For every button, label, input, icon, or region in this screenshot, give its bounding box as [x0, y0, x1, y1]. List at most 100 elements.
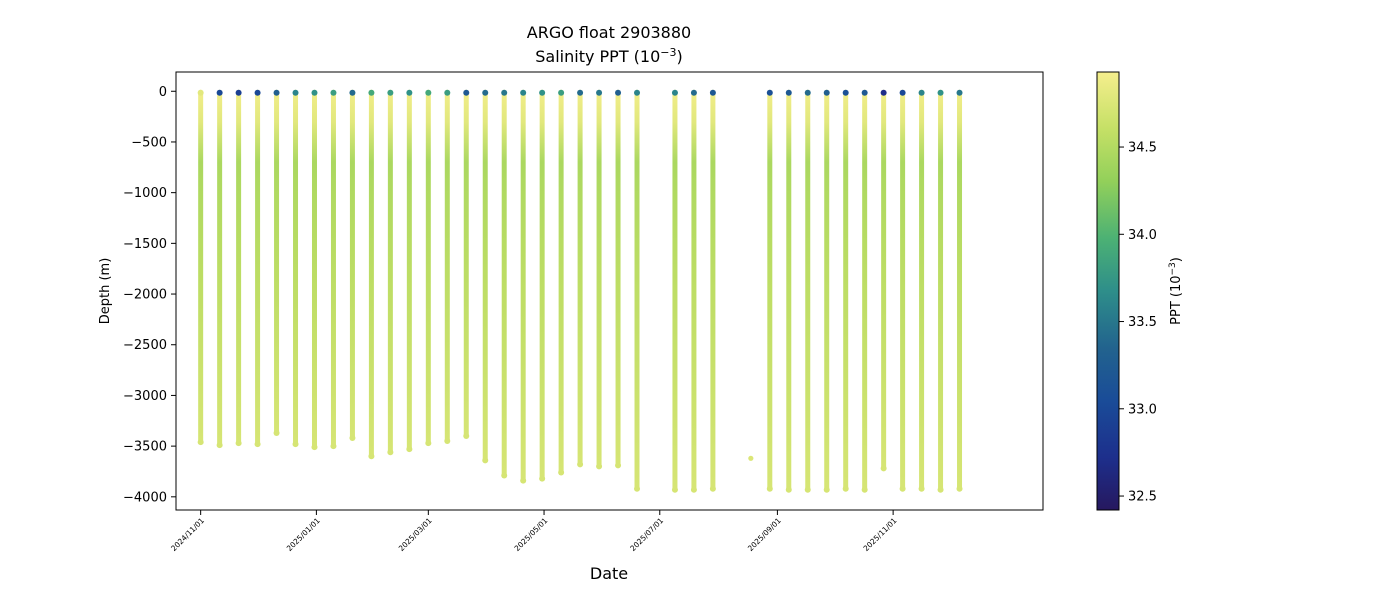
- x-tick-label: 2025/05/01: [513, 516, 550, 553]
- profile-bottom-point: [425, 440, 432, 447]
- profile-2025-09-27: [823, 89, 830, 493]
- profile-2025-05-20: [577, 89, 584, 468]
- profile-surface-point: [406, 89, 413, 96]
- profile-bottom-point: [918, 485, 925, 492]
- profile-2025-01-30: [368, 89, 375, 460]
- profile-surface-point: [254, 89, 261, 96]
- x-tick-label: 2025/07/01: [628, 516, 665, 553]
- profile-surface-point: [861, 89, 868, 96]
- profile-surface-point: [899, 89, 906, 96]
- profile-bottom-point: [861, 486, 868, 493]
- profile-2025-11-26: [937, 89, 944, 493]
- profile-bottom-point: [368, 453, 375, 460]
- profile-bottom-point: [804, 486, 811, 493]
- profile-bottom-point: [880, 465, 887, 472]
- profile-bottom-point: [785, 486, 792, 493]
- x-tick-label: 2025/03/01: [397, 516, 434, 553]
- profile-bottom-point: [330, 443, 337, 450]
- x-tick-label: 2025/01/01: [285, 516, 322, 553]
- profile-surface-point: [311, 89, 318, 96]
- profile-surface-point: [463, 89, 470, 96]
- colorbar-ticks: 32.5 33.0 33.5 34.0 34.5: [1119, 141, 1157, 505]
- chart-title-line2: Salinity PPT (10−3): [535, 46, 683, 66]
- y-tick-label: −3000: [123, 389, 167, 404]
- profile-2025-05-30: [596, 89, 603, 470]
- profile-surface-point: [577, 89, 584, 96]
- profile-2025-10-17: [861, 89, 868, 493]
- profile-surface-point: [501, 89, 508, 96]
- isolated-point-2025-08-18: [748, 455, 754, 461]
- profile-surface-point: [197, 89, 204, 96]
- profile-2025-07-19: [690, 89, 697, 493]
- profile-surface-point: [918, 89, 925, 96]
- profile-bottom-point: [406, 446, 413, 453]
- profile-surface-point: [235, 89, 242, 96]
- colorbar-frame: [1096, 71, 1120, 511]
- profile-surface-point: [444, 89, 451, 96]
- x-axis-label: Date: [590, 564, 628, 583]
- y-tick-label: −1000: [123, 186, 167, 201]
- profile-bottom-point: [216, 442, 223, 449]
- profile-surface-point: [937, 89, 944, 96]
- profile-2025-03-11: [444, 89, 451, 445]
- profile-surface-point: [216, 89, 223, 96]
- profile-surface-point: [690, 89, 697, 96]
- profile-2024-11-11: [216, 89, 223, 449]
- profile-2025-04-10: [501, 89, 508, 479]
- profile-surface-point: [842, 89, 849, 96]
- y-axis-label: Depth (m): [98, 258, 113, 325]
- profile-2025-03-21: [463, 89, 470, 439]
- profile-bottom-point: [671, 486, 678, 493]
- profile-2025-08-28: [766, 89, 773, 492]
- profile-surface-point: [634, 89, 641, 96]
- colorbar-tick-label: 32.5: [1128, 490, 1157, 505]
- profile-2024-12-21: [292, 89, 299, 448]
- profile-surface-point: [558, 89, 565, 96]
- plot-frame: [175, 71, 1044, 511]
- profile-2025-10-27: [880, 89, 887, 472]
- colorbar-tick-label: 33.0: [1128, 402, 1157, 417]
- profile-surface-point: [804, 89, 811, 96]
- data-marks: [197, 89, 963, 493]
- profile-2024-11-21: [235, 89, 242, 447]
- profile-bottom-point: [501, 472, 508, 479]
- profile-bottom-point: [690, 486, 697, 493]
- profile-surface-point: [615, 89, 622, 96]
- profile-2025-09-07: [785, 89, 792, 493]
- profile-surface-point: [425, 89, 432, 96]
- profile-2025-01-10: [330, 89, 337, 450]
- profile-surface-point: [273, 89, 280, 96]
- profile-2025-01-20: [349, 89, 356, 442]
- profile-bottom-point: [311, 444, 318, 451]
- y-tick-label: −500: [131, 135, 167, 150]
- profile-surface-point: [766, 89, 773, 96]
- profile-bottom-point: [463, 432, 470, 439]
- profile-surface-point: [709, 89, 716, 96]
- profile-bottom-point: [349, 435, 356, 442]
- profile-surface-point: [880, 89, 887, 96]
- profile-2024-11-01: [197, 89, 204, 446]
- colorbar: 32.5 33.0 33.5 34.0 34.5 PPT (10−3): [1096, 71, 1184, 511]
- profile-2025-05-10: [558, 89, 565, 476]
- profile-2025-02-19: [406, 89, 413, 453]
- profile-2024-12-31: [311, 89, 318, 451]
- profile-2025-04-20: [520, 89, 527, 484]
- profile-bottom-point: [292, 441, 299, 448]
- y-tick-label: −2000: [123, 288, 167, 303]
- profile-bottom-point: [482, 457, 489, 464]
- profile-bottom-point: [956, 485, 963, 492]
- profile-2025-11-06: [899, 89, 906, 492]
- profile-surface-point: [956, 89, 963, 96]
- profile-bottom-point: [254, 441, 261, 448]
- profile-2025-02-09: [387, 89, 394, 456]
- profile-2025-03-01: [425, 89, 432, 447]
- profile-bottom-point: [539, 475, 546, 482]
- profile-2025-12-06: [956, 89, 963, 492]
- y-tick-label: −1500: [123, 237, 167, 252]
- profile-2024-12-01: [254, 89, 261, 448]
- profile-surface-point: [292, 89, 299, 96]
- x-tick-label: 2025/09/01: [746, 516, 783, 553]
- profile-surface-point: [368, 89, 375, 96]
- profile-2025-03-31: [482, 89, 489, 464]
